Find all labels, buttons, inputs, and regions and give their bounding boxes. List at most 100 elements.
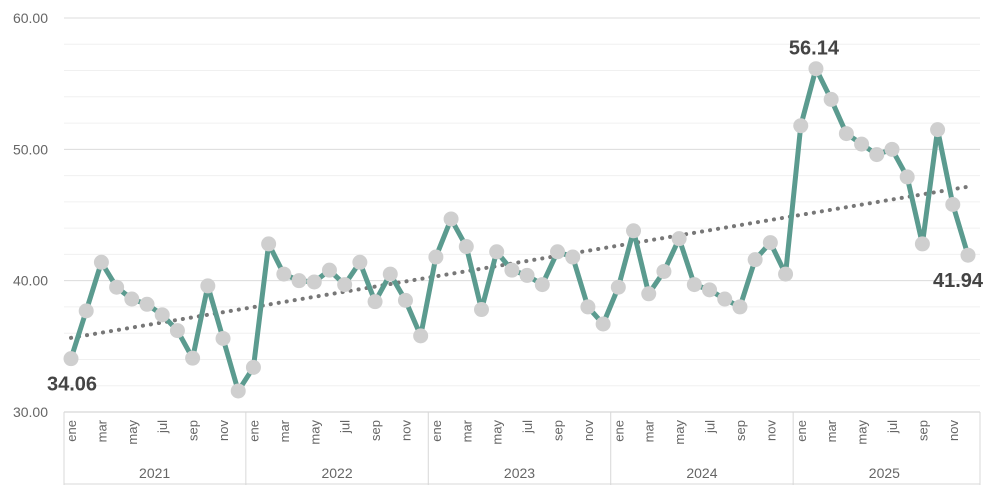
data-point — [762, 235, 778, 251]
x-tick-label-may: may — [307, 420, 322, 445]
trendline — [69, 184, 970, 340]
data-point — [489, 244, 505, 260]
data-point — [534, 277, 550, 293]
x-tick-label-ene: ene — [611, 420, 626, 442]
data-point — [732, 299, 748, 315]
year-label: 2021 — [139, 465, 170, 481]
data-point — [413, 328, 429, 344]
data-point — [838, 126, 854, 142]
data-point — [337, 277, 353, 293]
data-label-annotation: 56.14 — [789, 38, 840, 60]
x-tick-label-may: may — [672, 420, 687, 445]
x-tick-label-may: may — [490, 420, 505, 445]
data-point — [200, 278, 216, 294]
x-tick-label-ene: ene — [64, 420, 79, 442]
data-point — [78, 303, 94, 319]
data-point — [854, 136, 870, 152]
data-point — [960, 247, 976, 263]
data-point — [610, 279, 626, 295]
data-point — [215, 330, 231, 346]
data-point — [519, 267, 535, 283]
data-point — [595, 316, 611, 332]
data-point — [686, 277, 702, 293]
data-point — [671, 231, 687, 247]
y-tick-label: 30.00 — [13, 404, 48, 420]
data-point — [823, 91, 839, 107]
x-tick-label-mar: mar — [824, 419, 839, 442]
x-tick-label-nov: nov — [581, 420, 596, 441]
y-axis-ticks: 30.00 40.00 50.00 60.00 — [13, 10, 48, 420]
x-tick-label-mar: mar — [277, 419, 292, 442]
data-point — [793, 118, 809, 134]
data-point — [352, 254, 368, 270]
data-point — [550, 244, 566, 260]
data-point — [321, 262, 337, 278]
data-point — [382, 266, 398, 282]
data-point — [565, 249, 581, 265]
x-tick-label-jul: jul — [338, 420, 353, 434]
year-label: 2024 — [686, 465, 717, 481]
data-points — [63, 61, 976, 399]
data-point — [154, 307, 170, 323]
x-tick-label-nov: nov — [398, 420, 413, 441]
x-tick-label-may: may — [125, 420, 140, 445]
x-tick-label-sep: sep — [186, 420, 201, 441]
y-tick-label: 50.00 — [13, 141, 48, 157]
year-label: 2022 — [321, 465, 352, 481]
data-point — [230, 383, 246, 399]
gridlines — [64, 17, 980, 413]
data-point — [109, 279, 125, 295]
x-tick-label-nov: nov — [946, 420, 961, 441]
y-tick-label: 40.00 — [13, 273, 48, 289]
data-point — [884, 141, 900, 157]
data-point — [169, 323, 185, 339]
data-point — [185, 350, 201, 366]
series-line-group — [68, 66, 971, 394]
data-point — [367, 294, 383, 310]
trendline-group — [69, 184, 970, 340]
data-label-annotation: 34.06 — [47, 374, 97, 396]
data-point — [124, 291, 140, 307]
x-tick-label-sep: sep — [733, 420, 748, 441]
data-point — [747, 252, 763, 268]
x-tick-label-ene: ene — [794, 420, 809, 442]
x-tick-label-mar: mar — [642, 419, 657, 442]
series-line — [68, 66, 971, 394]
x-tick-label-nov: nov — [763, 420, 778, 441]
data-point — [276, 266, 292, 282]
year-label: 2025 — [869, 465, 900, 481]
data-label-annotation: 41.94 — [933, 270, 984, 292]
data-point — [641, 286, 657, 302]
x-tick-label-jul: jul — [155, 420, 170, 434]
x-tick-label-sep: sep — [551, 420, 566, 441]
data-point — [717, 291, 733, 307]
annotations: 34.06 56.14 41.94 — [47, 38, 984, 396]
data-point — [245, 359, 261, 375]
x-tick-label-jul: jul — [885, 420, 900, 434]
data-point — [306, 274, 322, 290]
data-point — [808, 61, 824, 77]
x-tick-label-mar: mar — [94, 419, 109, 442]
data-point — [778, 266, 794, 282]
data-point — [63, 351, 79, 367]
data-point — [656, 263, 672, 279]
x-tick-label-may: may — [855, 420, 870, 445]
data-point — [473, 302, 489, 318]
data-point — [914, 236, 930, 252]
data-point — [139, 296, 155, 312]
data-point — [930, 122, 946, 138]
data-point — [93, 254, 109, 270]
data-point — [458, 239, 474, 255]
data-point — [261, 236, 277, 252]
data-point — [945, 196, 961, 212]
x-tick-label-ene: ene — [429, 420, 444, 442]
data-point — [626, 223, 642, 239]
y-tick-label: 60.00 — [13, 10, 48, 26]
data-point — [899, 169, 915, 185]
data-point — [397, 292, 413, 308]
data-point — [443, 211, 459, 227]
year-label: 2023 — [504, 465, 535, 481]
